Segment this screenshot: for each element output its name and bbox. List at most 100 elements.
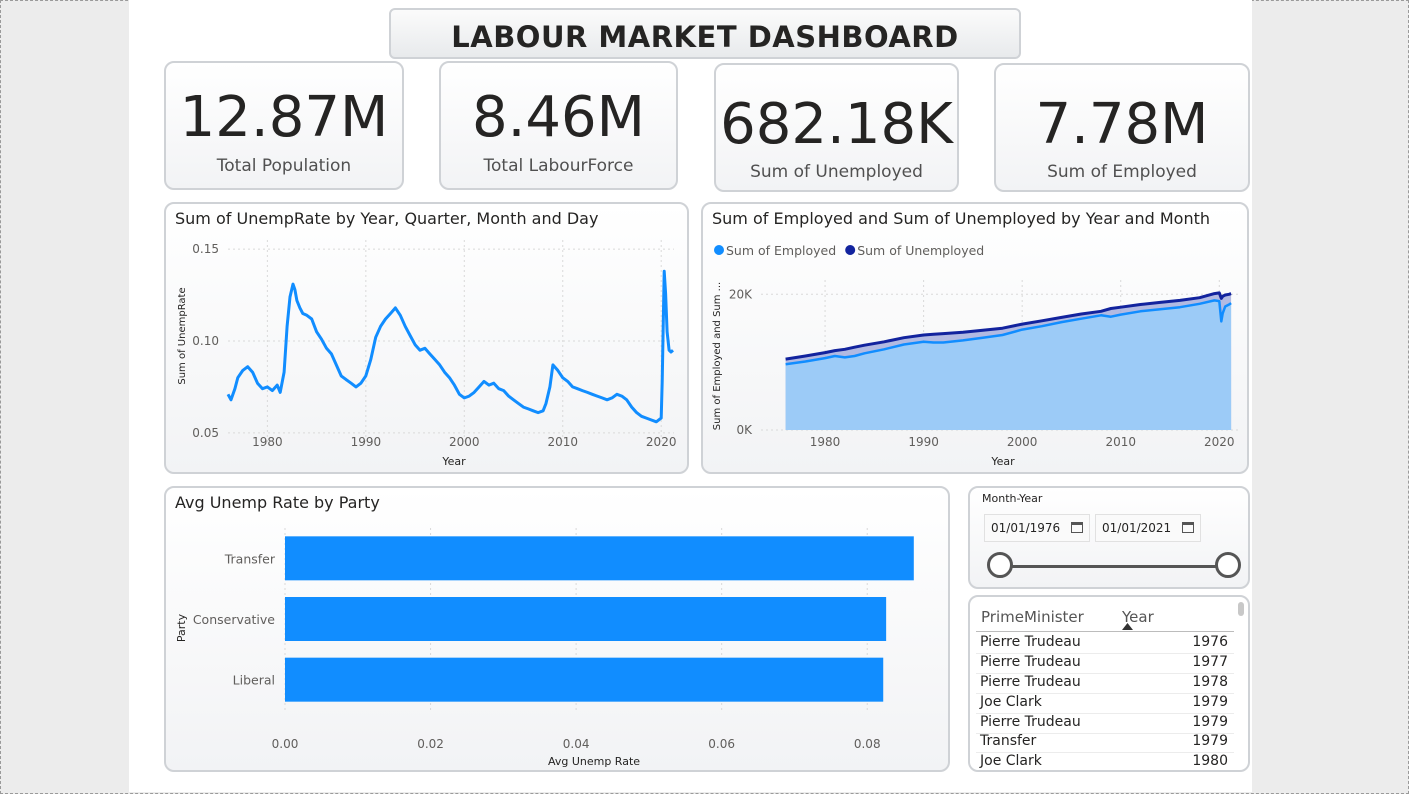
chart-title: Sum of UnempRate by Year, Quarter, Month… [175, 209, 599, 228]
chart-title: Sum of Employed and Sum of Unemployed by… [712, 209, 1211, 228]
legend-marker [714, 245, 724, 255]
legend-label: Sum of Unemployed [857, 243, 984, 258]
kpi-card-sum-unemployed[interactable]: 682.18K Sum of Unemployed [714, 63, 959, 192]
y-tick-label: Liberal [233, 673, 275, 688]
kpi-card-total-labourforce[interactable]: 8.46M Total LabourForce [439, 61, 678, 190]
end-date-value: 01/01/2021 [1102, 521, 1172, 535]
kpi-label: Total Population [216, 156, 352, 176]
x-axis-title: Avg Unemp Rate [548, 755, 640, 768]
party-bar-chart: 0.00 0.02 0.04 0.06 0.08 Avg Unemp Rate Party T… [175, 528, 914, 768]
kpi-label: Sum of Unemployed [750, 162, 923, 182]
column-header-year[interactable]: Year [1122, 608, 1154, 626]
table-row[interactable]: Pierre Trudeau 1978 [976, 673, 1234, 694]
legend-marker [845, 245, 856, 255]
y-tick-label: 0.05 [192, 426, 219, 440]
table-row[interactable]: Pierre Trudeau 1979 [976, 713, 1234, 734]
legend-label: Sum of Employed [726, 243, 836, 258]
y-tick-label: 20K [729, 287, 753, 301]
table-row[interactable]: Pierre Trudeau 1977 [976, 653, 1234, 674]
kpi-label: Total LabourForce [483, 156, 634, 176]
x-tick-label: 0.04 [563, 737, 590, 751]
party-bar-chart-card[interactable]: Avg Unemp Rate by Party 0.00 0.02 0.04 0.06… [164, 486, 950, 772]
y-axis-title: Sum of Employed and Sum ... [712, 282, 723, 430]
x-tick-label: 1990 [908, 435, 939, 449]
x-tick-label: 1980 [252, 435, 283, 449]
x-tick-label: 1990 [351, 435, 382, 449]
x-tick-label: 0.02 [417, 737, 444, 751]
cell-year: 1979 [1192, 714, 1228, 730]
prime-minister-table[interactable]: PrimeMinister Year Pierre Trudeau 1976 Pi… [968, 595, 1250, 772]
x-tick-label: 0.08 [854, 737, 881, 751]
slider-start-handle[interactable] [987, 552, 1013, 578]
x-axis-title: Year [441, 455, 466, 468]
month-year-slicer[interactable]: Month-Year 01/01/1976 01/01/2021 [968, 486, 1250, 589]
slicer-header: Month-Year [982, 492, 1043, 505]
cell-primeminister: Joe Clark [980, 753, 1042, 769]
column-header-primeminister[interactable]: PrimeMinister [981, 608, 1084, 626]
calendar-icon[interactable] [1071, 522, 1083, 533]
cell-primeminister: Pierre Trudeau [980, 714, 1081, 730]
y-axis-title: Party [175, 613, 188, 642]
y-tick-label: Conservative [193, 612, 275, 627]
table-row[interactable]: Transfer 1979 [976, 732, 1234, 753]
employed-area [785, 300, 1232, 430]
start-date-input[interactable]: 01/01/1976 [984, 514, 1090, 542]
kpi-card-sum-employed[interactable]: 7.78M Sum of Employed [994, 63, 1250, 192]
cell-year: 1979 [1192, 694, 1228, 710]
cell-primeminister: Pierre Trudeau [980, 674, 1081, 690]
x-tick-label: 0.00 [272, 737, 299, 751]
cell-primeminister: Transfer [980, 733, 1037, 749]
calendar-icon[interactable] [1182, 522, 1194, 533]
cell-primeminister: Pierre Trudeau [980, 654, 1081, 670]
y-axis-title: Sum of UnempRate [177, 287, 188, 384]
unemp-rate-line-chart-card[interactable]: Sum of UnempRate by Year, Quarter, Month… [164, 202, 689, 474]
cell-year: 1980 [1192, 753, 1228, 769]
unemployed-line [785, 291, 1232, 361]
x-tick-label: 2000 [1007, 435, 1038, 449]
y-tick-label: 0.15 [192, 242, 219, 256]
chart-title: Avg Unemp Rate by Party [175, 493, 380, 512]
table-row[interactable]: Pierre Trudeau 1976 [976, 633, 1234, 654]
x-tick-label: 2020 [1204, 435, 1235, 449]
sort-ascending-icon[interactable] [1122, 623, 1134, 631]
x-axis-title: Year [990, 455, 1015, 468]
x-tick-label: 2000 [449, 435, 480, 449]
x-tick-label: 2010 [547, 435, 578, 449]
x-tick-label: 1980 [810, 435, 841, 449]
kpi-value: 7.78M [1035, 92, 1209, 157]
kpi-label: Sum of Employed [1047, 162, 1197, 182]
table-row[interactable]: Joe Clark 1979 [976, 693, 1234, 714]
dashboard-title: LABOUR MARKET DASHBOARD [451, 20, 959, 54]
bar-transfer [285, 536, 914, 581]
kpi-value: 682.18K [720, 92, 953, 157]
unemp-rate-line [226, 269, 675, 424]
start-date-value: 01/01/1976 [991, 521, 1061, 535]
y-tick-label: 0K [736, 423, 753, 437]
x-tick-label: 2010 [1105, 435, 1136, 449]
cell-primeminister: Pierre Trudeau [980, 634, 1081, 650]
employment-area-chart-card[interactable]: Sum of Employed and Sum of Unemployed by… [701, 202, 1249, 474]
table-row[interactable]: Joe Clark 1980 [976, 752, 1234, 770]
cell-year: 1977 [1192, 654, 1228, 670]
cell-year: 1979 [1192, 733, 1228, 749]
slider-end-handle[interactable] [1215, 552, 1241, 578]
unemp-rate-line-chart: 1980 1990 2000 2010 2020 0.15 0.10 0.05 Year Sum … [177, 240, 677, 468]
y-tick-label: Transfer [224, 551, 276, 566]
date-range-slider-track[interactable] [1000, 565, 1228, 568]
bar-conservative [285, 597, 887, 641]
kpi-value: 8.46M [471, 85, 645, 150]
kpi-card-total-population[interactable]: 12.87M Total Population [164, 61, 404, 190]
kpi-value: 12.87M [179, 85, 389, 150]
cell-year: 1978 [1192, 674, 1228, 690]
employed-line [785, 299, 1232, 366]
x-tick-label: 2020 [646, 435, 677, 449]
cell-primeminister: Joe Clark [980, 694, 1042, 710]
dashboard-title-card: LABOUR MARKET DASHBOARD [389, 8, 1021, 59]
table-scrollbar[interactable] [1238, 602, 1244, 616]
end-date-input[interactable]: 01/01/2021 [1095, 514, 1201, 542]
x-tick-label: 0.06 [708, 737, 735, 751]
y-tick-label: 0.10 [192, 334, 219, 348]
employment-area-chart: 1980 1990 2000 2010 2020 20K 0K Year Sum of Empl… [712, 243, 1239, 468]
table-header-divider [976, 631, 1234, 632]
cell-year: 1976 [1192, 634, 1228, 650]
